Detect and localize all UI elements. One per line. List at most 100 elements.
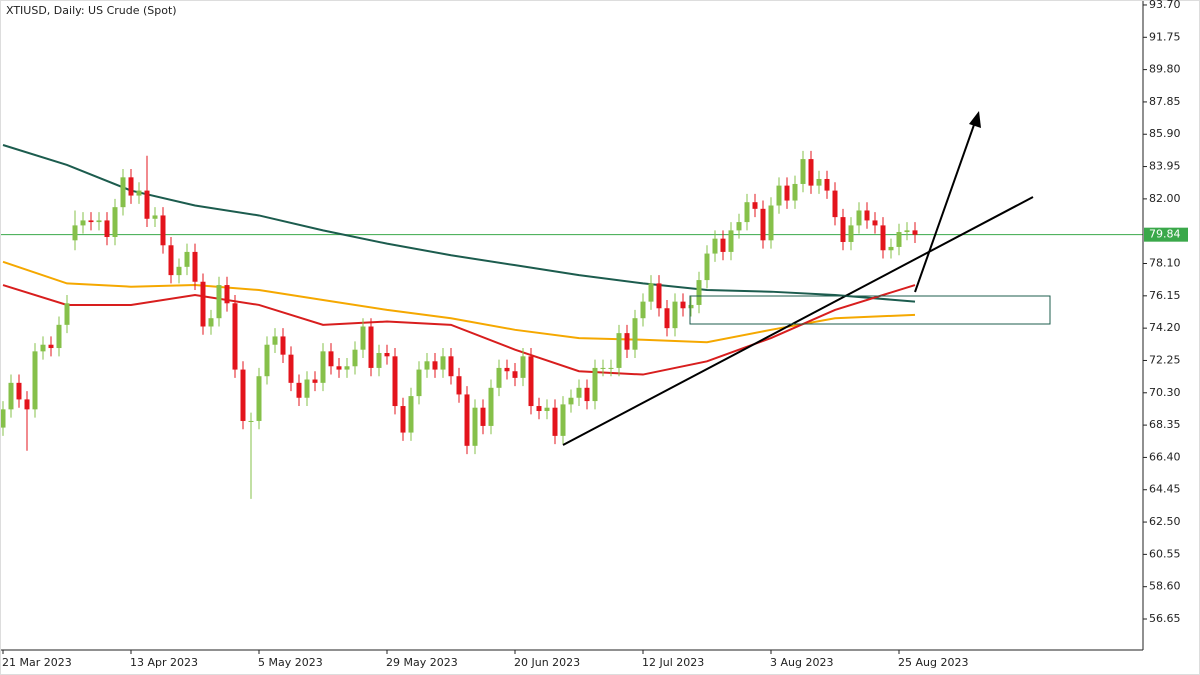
candle-body bbox=[656, 283, 662, 309]
candle-body bbox=[40, 344, 46, 352]
x-tick-label: 13 Apr 2023 bbox=[130, 656, 198, 669]
candle-body bbox=[720, 238, 726, 252]
candle-body bbox=[696, 280, 702, 305]
candle-body bbox=[912, 230, 918, 235]
candle-body bbox=[24, 399, 30, 410]
candle-body bbox=[816, 178, 822, 186]
candle-body bbox=[72, 225, 78, 241]
candle-body bbox=[488, 387, 494, 426]
y-tick-label: 56.65 bbox=[1149, 612, 1181, 625]
candle-body bbox=[456, 376, 462, 395]
candle-body bbox=[544, 407, 550, 412]
candle-body bbox=[856, 210, 862, 226]
candle-body bbox=[328, 351, 334, 367]
candle-body bbox=[408, 396, 414, 433]
candle-body bbox=[144, 190, 150, 219]
candle-body bbox=[792, 183, 798, 201]
candle-body bbox=[832, 190, 838, 218]
x-tick-label: 25 Aug 2023 bbox=[898, 656, 968, 669]
candle-body bbox=[472, 407, 478, 446]
candle-body bbox=[48, 344, 54, 349]
candle-body bbox=[32, 351, 38, 410]
candle-body bbox=[208, 318, 214, 327]
last-price-label: 79.84 bbox=[1149, 228, 1181, 241]
candle-body bbox=[872, 220, 878, 226]
x-tick-label: 29 May 2023 bbox=[386, 656, 458, 669]
candle-body bbox=[216, 285, 222, 319]
candle-body bbox=[96, 220, 102, 223]
candle-body bbox=[256, 376, 262, 421]
candle-body bbox=[864, 210, 870, 221]
candle-body bbox=[576, 387, 582, 398]
candle-body bbox=[240, 369, 246, 421]
candle-body bbox=[368, 326, 374, 368]
x-tick-label: 20 Jun 2023 bbox=[514, 656, 580, 669]
candle-body bbox=[552, 407, 558, 436]
candle-body bbox=[296, 382, 302, 398]
candle-body bbox=[616, 333, 622, 368]
candle-body bbox=[520, 356, 526, 378]
candle-body bbox=[192, 251, 198, 282]
y-tick-label: 58.60 bbox=[1149, 580, 1181, 593]
last-price-box bbox=[1144, 227, 1188, 242]
candle-body bbox=[120, 177, 126, 208]
candle-body bbox=[64, 303, 70, 325]
y-tick-label: 82.00 bbox=[1149, 192, 1181, 205]
y-tick-label: 66.40 bbox=[1149, 450, 1181, 463]
candle-body bbox=[464, 394, 470, 446]
y-tick-label: 91.75 bbox=[1149, 30, 1181, 43]
y-tick-label: 64.45 bbox=[1149, 483, 1181, 496]
y-tick-label: 68.35 bbox=[1149, 418, 1181, 431]
candle-body bbox=[760, 208, 766, 241]
y-tick-label: 74.20 bbox=[1149, 321, 1181, 334]
y-tick-label: 89.80 bbox=[1149, 63, 1181, 76]
annotations bbox=[562, 111, 1051, 446]
candle-body bbox=[320, 351, 326, 383]
candle-body bbox=[152, 215, 158, 219]
candle-body bbox=[416, 369, 422, 397]
candle-body bbox=[288, 354, 294, 383]
candle-body bbox=[8, 382, 14, 410]
chart-title: XTIUSD, Daily: US Crude (Spot) bbox=[6, 4, 177, 17]
candle-body bbox=[392, 356, 398, 407]
candle-body bbox=[248, 420, 254, 422]
candle-body bbox=[16, 382, 22, 400]
y-tick-label: 78.10 bbox=[1149, 257, 1181, 270]
candle-body bbox=[128, 177, 134, 196]
candle-body bbox=[200, 281, 206, 327]
candle-body bbox=[272, 336, 278, 345]
candle-body bbox=[840, 217, 846, 242]
candle-body bbox=[824, 178, 830, 191]
candle-body bbox=[336, 366, 342, 370]
candle-body bbox=[112, 207, 118, 237]
candle-body bbox=[168, 245, 174, 276]
candle-body bbox=[0, 409, 6, 428]
candle-body bbox=[440, 356, 446, 370]
candle-body bbox=[896, 232, 902, 247]
candle-body bbox=[432, 361, 438, 370]
candle-body bbox=[648, 283, 654, 302]
candle-body bbox=[640, 301, 646, 319]
zone-box bbox=[689, 295, 1051, 325]
candle-body bbox=[536, 406, 542, 412]
candle-body bbox=[512, 371, 518, 378]
candle-body bbox=[160, 215, 166, 246]
candle-body bbox=[728, 230, 734, 252]
candle-body bbox=[680, 301, 686, 309]
y-tick-label: 70.30 bbox=[1149, 386, 1181, 399]
candles bbox=[0, 150, 918, 499]
candle-body bbox=[104, 220, 110, 237]
candle-body bbox=[744, 202, 750, 223]
candle-body bbox=[88, 220, 94, 223]
candle-body bbox=[608, 367, 614, 369]
ticks: 93.70 91.75 89.80 87.85 85.90 83.95 82.00 78.10… bbox=[2, 0, 1188, 669]
candle-body bbox=[704, 253, 710, 281]
x-tick-label: 5 May 2023 bbox=[258, 656, 323, 669]
candle-body bbox=[264, 344, 270, 377]
candle-body bbox=[592, 367, 598, 402]
candle-body bbox=[880, 225, 886, 251]
y-tick-label: 87.85 bbox=[1149, 95, 1181, 108]
moving-average bbox=[2, 144, 916, 303]
arrow-line bbox=[914, 121, 976, 293]
